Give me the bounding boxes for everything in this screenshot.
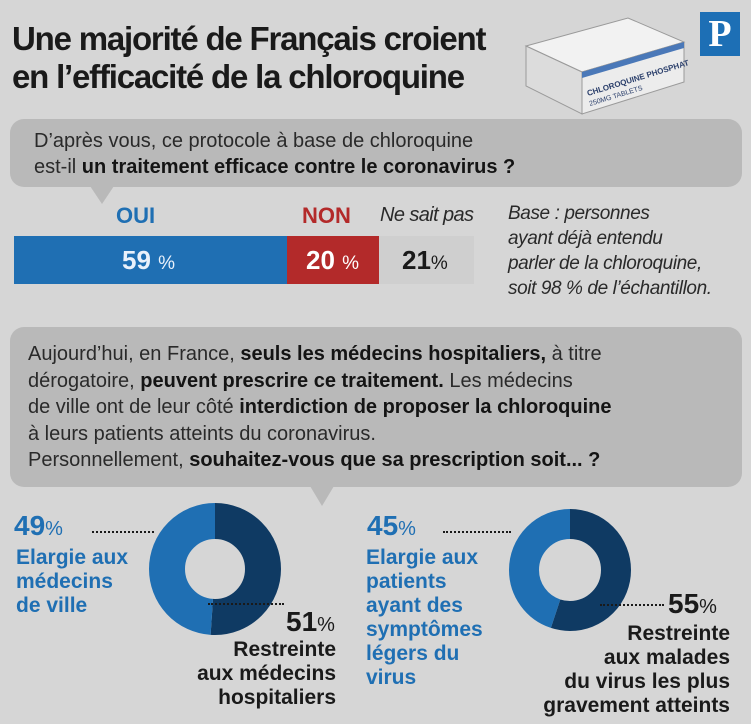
donut-2-label-a-3: ayant des (366, 594, 463, 617)
donut-2-label-a-1: Elargie aux (366, 546, 479, 569)
base-note-line-1: Base : personnes (508, 203, 650, 224)
donut-2-leader-b (600, 604, 664, 606)
donut-1-value-b: 51% (286, 606, 335, 638)
donut-1-leader-a (92, 531, 154, 533)
donut-2-label-a-6: virus (366, 666, 417, 689)
label-ne-sait-pas: Ne sait pas (380, 204, 474, 226)
donut-1-label-b-1: Restreinte (233, 638, 336, 661)
q2-l1a: Aujourd’hui, en France, (28, 343, 241, 365)
donut-chart-1 (149, 503, 281, 635)
q2-l3b: interdiction de proposer la chloroquine (239, 396, 612, 418)
donut-chart-2 (509, 509, 631, 631)
donut-1-label-b-2: aux médecins (197, 662, 336, 685)
question-2-text: Aujourd’hui, en France, seuls les médeci… (28, 341, 612, 474)
question-2-bubble: Aujourd’hui, en France, seuls les médeci… (10, 327, 742, 487)
value-non-number: 20 (306, 245, 335, 275)
value-oui: 59 % (122, 236, 175, 284)
donut-1-label-a-3: de ville (16, 594, 88, 617)
title-line-1: Une majorité de Français croient (12, 20, 486, 57)
value-oui-number: 59 (122, 245, 151, 275)
donut-1-label-a: Elargie aux médecins de ville (16, 546, 128, 618)
question-1-bubble-tail (90, 186, 114, 204)
donut-2-label-b-3: du virus les plus (564, 670, 730, 693)
donut-2-label-a-5: légers du (366, 642, 460, 665)
value-ne-sait-pas: 21% (402, 236, 448, 284)
question-2-bubble-tail (310, 486, 334, 506)
q2-l2b: peuvent prescrire ce traitement. (140, 369, 444, 392)
value-non: 20 % (306, 236, 359, 284)
donut-2-value-b-number: 55 (668, 588, 700, 619)
q2-l3a: de ville ont de leur côté (28, 396, 240, 418)
le-parisien-logo: P (700, 12, 740, 56)
page-title: Une majorité de Français croient en l’ef… (12, 20, 486, 96)
value-oui-unit: % (158, 253, 176, 274)
question-1-line-2-bold: un traitement efficace contre le coronav… (81, 156, 516, 178)
q2-l4: à leurs patients atteints du coronavirus… (28, 422, 376, 445)
donut-1-label-b-3: hospitaliers (218, 686, 336, 709)
title-line-2: en l’efficacité de la chloroquine (12, 58, 465, 95)
slice-elargie (149, 503, 281, 635)
donut-2-label-a-4: symptômes (366, 618, 483, 641)
bar-non (287, 236, 379, 284)
donut-2-value-a: 45% (367, 510, 416, 542)
label-oui: OUI (116, 203, 156, 228)
donut-1-label-a-1: Elargie aux (16, 546, 129, 569)
question-1-bubble: D’après vous, ce protocole à base de chl… (10, 119, 742, 187)
value-non-unit: % (342, 253, 360, 274)
donut-1-label-a-2: médecins (16, 570, 113, 593)
donut-2-label-b-2: aux malades (603, 646, 730, 669)
question-1-line-2-plain: est-il (34, 156, 82, 178)
base-note-line-3: parler de la chloroquine, (508, 253, 702, 274)
donut-1-value-b-unit: % (317, 614, 335, 636)
donut-1-value-a-unit: % (45, 518, 63, 540)
donut-2-value-b: 55% (668, 588, 717, 620)
donut-2-label-a: Elargie aux patients ayant des symptômes… (366, 546, 483, 690)
donut-1-value-a: 49% (14, 510, 63, 542)
slice-elargie (509, 509, 631, 631)
q2-l2a: dérogatoire, (28, 369, 141, 392)
question-1-text: D’après vous, ce protocole à base de chl… (34, 128, 515, 180)
bar-ne-sait-pas (379, 236, 474, 284)
base-note-line-4: soit 98 % de l’échantillon. (508, 278, 712, 299)
donut-1-label-b: Restreinte aux médecins hospitaliers (186, 638, 336, 710)
donut-2-value-a-number: 45 (367, 510, 399, 541)
donut-2-label-b-1: Restreinte (627, 622, 730, 645)
base-note: Base : personnes ayant déjà entendu parl… (508, 201, 712, 301)
q2-l5b: souhaitez-vous que sa prescription soit.… (189, 449, 601, 471)
donut-2-leader-a (443, 531, 511, 533)
donut-2-value-a-unit: % (398, 518, 416, 540)
q2-l5a: Personnellement, (28, 449, 190, 471)
value-ne-sait-pas-unit: % (430, 253, 448, 274)
q2-l1b: seuls les médecins hospitaliers, (240, 343, 547, 365)
donut-2-label-b-4: gravement atteints (543, 694, 730, 717)
donut-2-value-b-unit: % (699, 596, 717, 618)
q2-l2c: Les médecins (443, 369, 573, 392)
q2-l1c: à titre (546, 343, 602, 365)
donut-1-value-a-number: 49 (14, 510, 46, 541)
donut-1-leader-b (208, 603, 284, 605)
value-ne-sait-pas-number: 21 (402, 245, 431, 275)
question-1-line-1: D’après vous, ce protocole à base de chl… (34, 130, 474, 152)
donut-2-label-b: Restreinte aux malades du virus les plus… (500, 622, 730, 718)
chloroquine-box-illustration: CHLOROQUINE PHOSPHATE 250MG TABLETS (524, 17, 688, 115)
donut-1-value-b-number: 51 (286, 606, 318, 637)
bar-oui (14, 236, 287, 284)
donut-2-label-a-2: patients (366, 570, 447, 593)
label-non: NON (302, 203, 351, 228)
base-note-line-2: ayant déjà entendu (508, 228, 663, 249)
